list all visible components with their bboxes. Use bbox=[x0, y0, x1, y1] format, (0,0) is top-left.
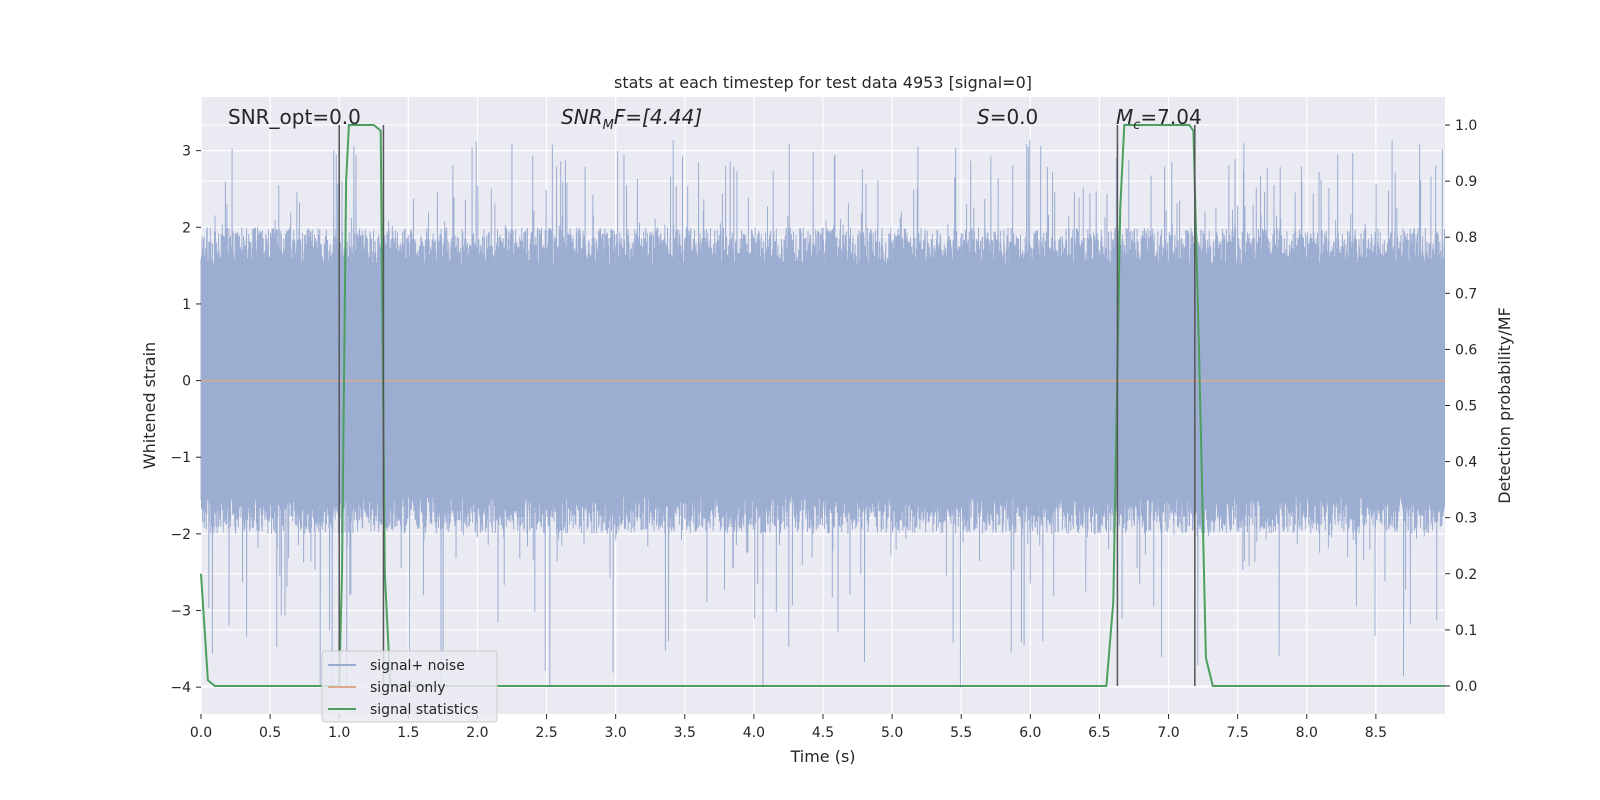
y-tick-label-left: −2 bbox=[170, 527, 191, 543]
annotation-s-stat: S=0.0 bbox=[977, 105, 1038, 129]
s-stat-symbol: S bbox=[977, 105, 990, 129]
y-tick-label-left: −1 bbox=[170, 450, 191, 466]
x-tick-label: 6.0 bbox=[1019, 725, 1041, 741]
x-tick-label: 0.5 bbox=[259, 725, 281, 741]
x-tick-label: 1.0 bbox=[328, 725, 350, 741]
s-stat-value: =0.0 bbox=[990, 105, 1039, 129]
chirp-mass-symbol: M bbox=[1116, 105, 1133, 129]
x-tick-label: 5.0 bbox=[881, 725, 903, 741]
y-tick-label-right: 0.4 bbox=[1455, 455, 1477, 471]
y-tick-label-right: 0.8 bbox=[1455, 230, 1477, 246]
y-tick-label-right: 0.3 bbox=[1455, 511, 1477, 527]
snr-mf-value: F=[4.44] bbox=[614, 105, 702, 129]
legend-box bbox=[321, 650, 498, 723]
chart-title: stats at each timestep for test data 495… bbox=[614, 73, 1032, 92]
chirp-mass-subscript: c bbox=[1133, 118, 1140, 133]
y-tick-label-right: 0.9 bbox=[1455, 174, 1477, 190]
x-tick-label: 4.0 bbox=[743, 725, 765, 741]
x-tick-label: 2.0 bbox=[466, 725, 488, 741]
annotation-snr-opt: SNR_opt=0.0 bbox=[228, 105, 361, 129]
y-tick-label-right: 0.5 bbox=[1455, 399, 1477, 415]
y-tick-label-right: 0.2 bbox=[1455, 567, 1477, 583]
x-tick-label: 4.5 bbox=[812, 725, 834, 741]
y-tick-label-right: 0.0 bbox=[1455, 679, 1477, 695]
y-tick-label-right: 0.1 bbox=[1455, 623, 1477, 639]
x-tick-label: 3.5 bbox=[674, 725, 696, 741]
y-axis-right-label: Detection probability/MF bbox=[1495, 307, 1514, 504]
y-tick-label-left: 2 bbox=[182, 220, 191, 236]
signal-statistics-line bbox=[200, 124, 1445, 687]
x-tick-label: 1.5 bbox=[397, 725, 419, 741]
trigger-lines bbox=[338, 125, 1196, 686]
annotation-snr-mf: SNRMF=[4.44] bbox=[561, 105, 702, 133]
axis-ticks: 0.0 0.5 1.0 1.5 2.0 2.5 3.0 3.5 4.0 4.5 5.0 5.5 6.0 6… bbox=[170, 118, 1477, 741]
y-tick-label-right: 0.7 bbox=[1455, 286, 1477, 302]
x-tick-label: 5.5 bbox=[950, 725, 972, 741]
y-tick-label-right: 0.6 bbox=[1455, 342, 1477, 358]
y-tick-label-left: −4 bbox=[170, 680, 191, 696]
legend: signal+ noise signal only signal statist… bbox=[321, 650, 498, 723]
x-tick-label: 6.5 bbox=[1088, 725, 1110, 741]
legend-label-signal-only: signal only bbox=[370, 680, 445, 696]
x-tick-label: 2.5 bbox=[535, 725, 557, 741]
y-tick-label-left: 3 bbox=[182, 144, 191, 160]
legend-label-signal-statistics: signal statistics bbox=[370, 702, 478, 718]
annotation-chirp-mass: Mc=7.04 bbox=[1116, 105, 1202, 133]
legend-label-signal-plus-noise: signal+ noise bbox=[370, 658, 465, 674]
x-tick-label: 8.5 bbox=[1365, 725, 1387, 741]
y-axis-left-label: Whitened strain bbox=[140, 342, 159, 469]
x-tick-label: 3.0 bbox=[605, 725, 627, 741]
x-tick-label: 7.5 bbox=[1227, 725, 1249, 741]
snr-mf-symbol: SNR bbox=[561, 105, 603, 129]
snr-mf-subscript: M bbox=[603, 118, 614, 133]
series-signal-plus-noise bbox=[200, 139, 1445, 688]
chirp-mass-value: =7.04 bbox=[1140, 105, 1201, 129]
x-tick-label: 7.0 bbox=[1157, 725, 1179, 741]
x-tick-label: 8.0 bbox=[1296, 725, 1318, 741]
x-axis-label: Time (s) bbox=[789, 747, 855, 766]
series-lines bbox=[200, 124, 1445, 687]
noise-trace bbox=[200, 139, 1445, 688]
y-tick-label-right: 1.0 bbox=[1455, 118, 1477, 134]
y-tick-label-left: 1 bbox=[182, 297, 191, 313]
y-tick-label-left: 0 bbox=[182, 374, 191, 390]
x-tick-label: 0.0 bbox=[190, 725, 212, 741]
y-tick-label-left: −3 bbox=[170, 604, 191, 620]
